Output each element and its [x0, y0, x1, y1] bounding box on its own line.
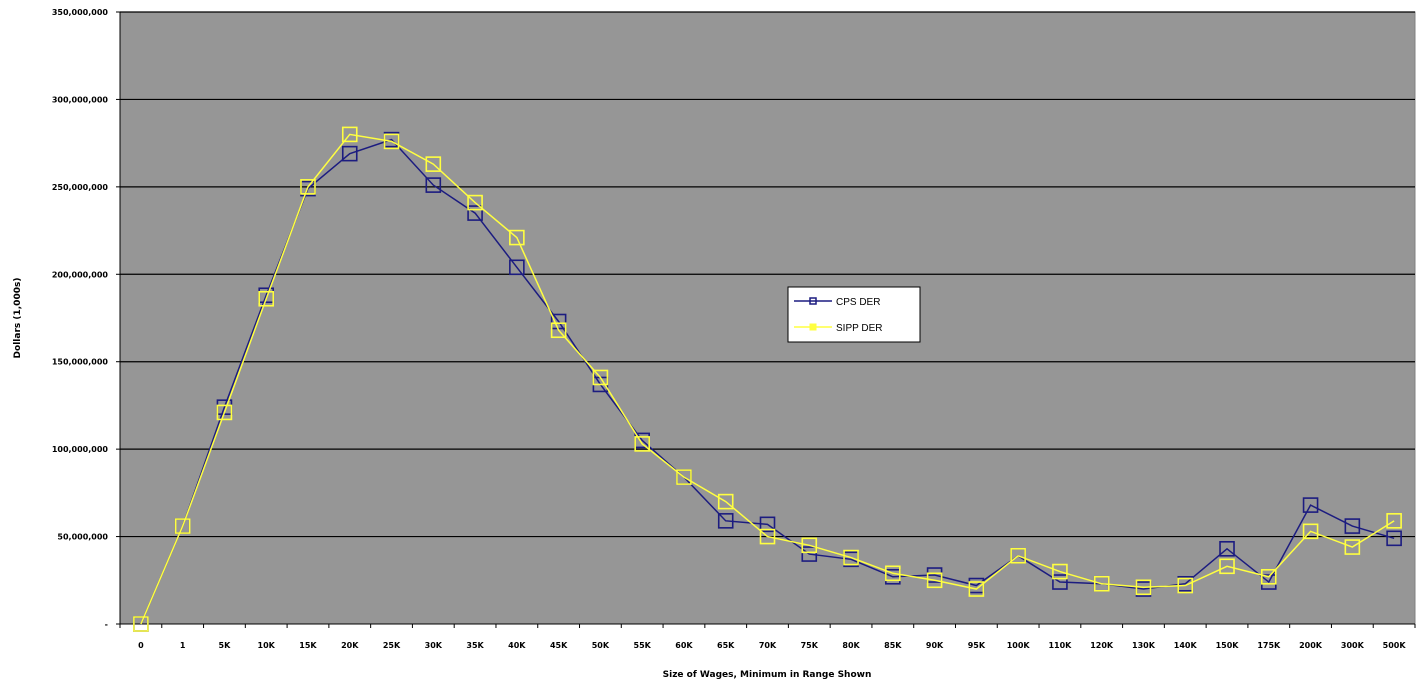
x-tick-label: 175K — [1257, 641, 1281, 650]
x-tick-label: 65K — [717, 641, 735, 650]
x-tick-label: 80K — [842, 641, 860, 650]
data-point — [1386, 513, 1402, 529]
data-point — [634, 436, 650, 452]
data-point — [885, 565, 901, 582]
series-layer — [133, 126, 1402, 632]
x-tick-label: 50K — [592, 641, 610, 650]
data-point — [341, 126, 358, 143]
data-point — [1135, 579, 1152, 596]
data-point — [1177, 577, 1194, 594]
legend-marker-cps-der — [809, 297, 817, 305]
data-point — [341, 145, 358, 162]
y-tick-label: 300,000,000 — [52, 95, 109, 104]
data-point — [1093, 575, 1110, 592]
data-point — [968, 581, 985, 597]
legend-label-sipp-der: SIPP DER — [836, 323, 883, 334]
y-tick-label: 100,000,000 — [52, 445, 109, 454]
data-point — [759, 516, 776, 533]
data-point — [843, 549, 859, 566]
data-point — [258, 290, 275, 307]
data-point — [300, 179, 316, 195]
x-tick-label: 100K — [1007, 641, 1031, 650]
data-point — [1219, 541, 1235, 557]
x-tick-label: 0 — [138, 641, 144, 650]
legend-marker-sipp-der — [809, 323, 817, 331]
x-tick-label: 40K — [508, 641, 526, 650]
x-tick-label: 130K — [1132, 641, 1156, 650]
gridlines — [120, 11, 1415, 538]
data-point — [759, 528, 776, 545]
data-point — [1302, 523, 1319, 540]
y-axis-title: Dollars (1,000s) — [13, 278, 23, 359]
x-tick-label: 25K — [383, 641, 401, 650]
data-point — [509, 259, 525, 276]
x-tick-label: 20K — [341, 641, 359, 650]
x-tick-label: 110K — [1048, 641, 1072, 650]
data-point — [1386, 530, 1402, 547]
data-point — [1219, 558, 1235, 575]
x-tick-label: 90K — [926, 641, 944, 650]
y-tick-label: 350,000,000 — [52, 8, 109, 17]
data-point — [717, 493, 734, 510]
data-point — [550, 322, 567, 339]
data-point — [467, 205, 483, 221]
data-point — [1302, 497, 1319, 513]
data-point — [926, 572, 943, 589]
series-sipp-der — [133, 126, 1402, 632]
y-tick-label: 200,000,000 — [52, 270, 109, 279]
x-tick-label: 95K — [968, 641, 986, 650]
series-line — [140, 138, 1395, 625]
data-point — [1010, 548, 1026, 564]
x-tick-label: 75K — [801, 641, 819, 650]
legend-box — [787, 286, 921, 343]
data-point — [467, 194, 483, 211]
data-point — [1260, 568, 1277, 585]
legend-label-cps-der: CPS DER — [836, 297, 880, 308]
x-tick-label: 85K — [884, 641, 902, 650]
data-point — [801, 537, 818, 554]
y-tick-label: 50,000,000 — [57, 533, 108, 542]
x-tick-label: 35K — [466, 641, 484, 650]
x-tick-label: 300K — [1341, 641, 1365, 650]
legend: CPS DER SIPP DER — [787, 286, 921, 343]
x-tick-label: 150K — [1216, 641, 1240, 650]
data-point — [174, 518, 191, 534]
data-point — [216, 404, 233, 421]
x-axis: 0 1 5K 10K 15K 20K 25K 30K 35K 40K 45K 50K 55K 60K 65K… — [119, 623, 1416, 650]
x-tick-label: 500K — [1383, 641, 1407, 650]
x-tick-label: 120K — [1090, 641, 1114, 650]
plot-area — [119, 11, 1416, 625]
x-tick-label: 15K — [299, 641, 317, 650]
data-point — [801, 546, 818, 562]
y-tick-label: - — [105, 620, 108, 629]
data-point — [425, 156, 442, 172]
data-point — [133, 616, 149, 632]
series-line — [140, 133, 1395, 625]
data-point — [717, 513, 734, 529]
data-point — [1344, 539, 1361, 555]
y-tick-label: 250,000,000 — [52, 183, 109, 192]
data-point — [509, 229, 525, 246]
data-point — [592, 369, 609, 386]
data-point — [383, 133, 400, 150]
x-tick-label: 5K — [219, 641, 232, 650]
x-tick-label: 1 — [180, 641, 186, 650]
data-point — [1052, 574, 1068, 590]
data-point — [425, 177, 442, 193]
x-tick-label: 55K — [634, 641, 652, 650]
x-tick-label: 10K — [258, 641, 276, 650]
x-tick-label: 140K — [1174, 641, 1198, 650]
x-tick-label: 200K — [1299, 641, 1323, 650]
data-point — [1344, 518, 1361, 534]
data-point — [1052, 563, 1068, 580]
x-axis-title: Size of Wages, Minimum in Range Shown — [663, 670, 872, 680]
x-tick-label: 70K — [759, 641, 777, 650]
y-axis: - 50,000,000 100,000,000 150,000,000 200,000… — [52, 8, 121, 629]
y-tick-label: 150,000,000 — [52, 358, 109, 367]
x-tick-label: 30K — [425, 641, 443, 650]
x-tick-label: 45K — [550, 641, 568, 650]
x-tick-label: 60K — [675, 641, 693, 650]
data-point — [676, 469, 692, 485]
